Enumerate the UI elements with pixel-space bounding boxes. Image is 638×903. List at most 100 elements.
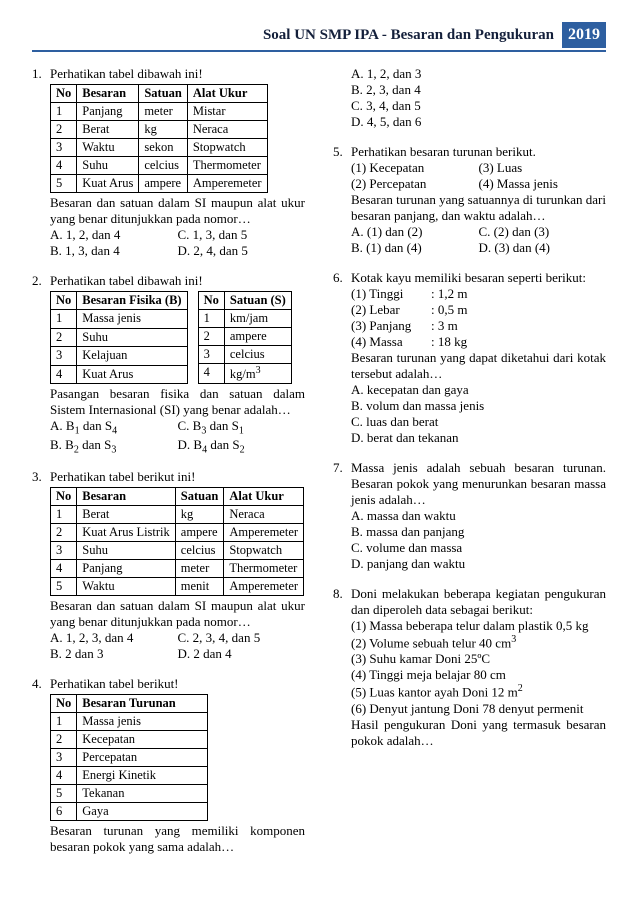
q3-c: meter	[175, 560, 224, 578]
q1-c: Neraca	[187, 121, 267, 139]
question-4: 4. Perhatikan tabel berikut! NoBesaran T…	[32, 676, 305, 855]
q1-c: ampere	[139, 175, 188, 193]
q2-opt-c: C. B3 dan S1	[178, 418, 306, 437]
q1-opt-a: A. 1, 2, dan 4	[50, 227, 178, 243]
q8-item5: (5) Luas kantor ayah Doni 12 m2	[351, 683, 606, 700]
q6-v3: : 3 m	[431, 318, 458, 334]
question-3: 3. Perhatikan tabel berikut ini! No Besa…	[32, 469, 305, 662]
q3-c: Kuat Arus Listrik	[77, 524, 176, 542]
q6-k4: (4) Massa	[351, 334, 431, 350]
q1-c: celcius	[139, 157, 188, 175]
q3-c: 4	[51, 560, 77, 578]
t: (5) Luas kantor ayah Doni 12 m	[351, 685, 518, 700]
q8-after: Hasil pengukuran Doni yang termasuk besa…	[351, 717, 606, 749]
q6-prompt: Kotak kayu memiliki besaran seperti beri…	[351, 270, 606, 286]
question-8: 8. Doni melakukan beberapa kegiatan peng…	[333, 586, 606, 749]
q2l-c: Kuat Arus	[77, 365, 187, 383]
q4-prompt: Perhatikan tabel berikut!	[50, 676, 305, 692]
t: 2	[240, 444, 245, 455]
q3-c: menit	[175, 578, 224, 596]
q3-c: 2	[51, 524, 77, 542]
q7-opt-b: B. massa dan panjang	[351, 524, 606, 540]
q8-item4: (4) Tinggi meja belajar 80 cm	[351, 667, 606, 683]
q1-c: kg	[139, 121, 188, 139]
q5-opts: A. (1) dan (2) B. (1) dan (4) C. (2) dan…	[351, 224, 606, 256]
q1-table: No Besaran Satuan Alat Ukur 1Panjangmete…	[50, 84, 268, 193]
left-column: 1. Perhatikan tabel dibawah ini! No Besa…	[32, 66, 305, 869]
q5-opt-a: A. (1) dan (2)	[351, 224, 479, 240]
q3-c: ampere	[175, 524, 224, 542]
q1-c: 1	[51, 103, 77, 121]
question-4-opts: A. 1, 2, dan 3 B. 2, 3, dan 4 C. 3, 4, d…	[333, 66, 606, 130]
question-1: 1. Perhatikan tabel dibawah ini! No Besa…	[32, 66, 305, 259]
q1-c: 2	[51, 121, 77, 139]
q6-opt-b: B. volum dan massa jenis	[351, 398, 606, 414]
q3-opt-b: B. 2 dan 3	[50, 646, 178, 662]
q2r-c: 4	[198, 364, 224, 384]
q7-num: 7.	[333, 460, 351, 476]
q1-prompt: Perhatikan tabel dibawah ini!	[50, 66, 305, 82]
t: 3	[511, 634, 516, 645]
q8-item1: (1) Massa beberapa telur dalam plastik 0…	[351, 618, 606, 634]
q6-after: Besaran turunan yang dapat diketahui dar…	[351, 350, 606, 382]
q1-c: meter	[139, 103, 188, 121]
q6-v1: : 1,2 m	[431, 286, 467, 302]
q6-v2: : 0,5 m	[431, 302, 467, 318]
t: 3	[111, 444, 116, 455]
q3-opt-a: A. 1, 2, 3, dan 4	[50, 630, 178, 646]
t: dan S	[80, 418, 113, 433]
q5-item4: (4) Massa jenis	[479, 176, 607, 192]
question-2: 2. Perhatikan tabel dibawah ini! NoBesar…	[32, 273, 305, 455]
q3-c: Stopwatch	[224, 542, 304, 560]
q4-c: 3	[51, 749, 77, 767]
q1-c: Panjang	[77, 103, 139, 121]
q1-c: 5	[51, 175, 77, 193]
q3-c: Neraca	[224, 506, 304, 524]
q3-c: celcius	[175, 542, 224, 560]
q1-opt-b: B. 1, 3, dan 4	[50, 243, 178, 259]
q4-opt-b: B. 2, 3, dan 4	[351, 82, 606, 98]
q5-opt-c: C. (2) dan (3)	[479, 224, 607, 240]
q3-after: Besaran dan satuan dalam SI maupun alat …	[50, 598, 305, 630]
q2-opt-d: D. B4 dan S2	[178, 437, 306, 456]
q4-h: No	[51, 695, 77, 713]
q5-after: Besaran turunan yang satuannya di turunk…	[351, 192, 606, 224]
q3-c: 3	[51, 542, 77, 560]
q5-item2: (2) Percepatan	[351, 176, 479, 192]
q3-h: Alat Ukur	[224, 488, 304, 506]
t: dan S	[79, 437, 112, 452]
q3-c: Panjang	[77, 560, 176, 578]
q2-table-left: NoBesaran Fisika (B) 1Massa jenis 2Suhu …	[50, 291, 188, 384]
q2r-c: 1	[198, 310, 224, 328]
q3-opts: A. 1, 2, 3, dan 4 B. 2 dan 3 C. 2, 3, 4,…	[50, 630, 305, 662]
q5-opt-b: B. (1) dan (4)	[351, 240, 479, 256]
q3-c: Suhu	[77, 542, 176, 560]
t: dan S	[207, 437, 240, 452]
q1-h1: Besaran	[77, 85, 139, 103]
q3-h: Besaran	[77, 488, 176, 506]
q2l-h0: No	[51, 292, 77, 310]
q6-k3: (3) Panjang	[351, 318, 431, 334]
q4-c: 2	[51, 731, 77, 749]
t: 4	[112, 426, 117, 437]
q4-num: 4.	[32, 676, 50, 692]
q2l-h1: Besaran Fisika (B)	[77, 292, 187, 310]
header-title: Soal UN SMP IPA - Besaran dan Pengukuran	[263, 27, 554, 44]
q6-k1: (1) Tinggi	[351, 286, 431, 302]
q2-num: 2.	[32, 273, 50, 289]
q2-prompt: Perhatikan tabel dibawah ini!	[50, 273, 305, 289]
t: 1	[239, 426, 244, 437]
q3-table: No Besaran Satuan Alat Ukur 1BeratkgNera…	[50, 487, 304, 596]
q1-c: Thermometer	[187, 157, 267, 175]
q5-item3: (3) Luas	[479, 160, 607, 176]
q4-h: Besaran Turunan	[77, 695, 208, 713]
t: A. B	[50, 418, 75, 433]
q2l-c: Kelajuan	[77, 347, 187, 365]
q1-c: Waktu	[77, 139, 139, 157]
q3-opt-d: D. 2 dan 4	[178, 646, 306, 662]
q3-c: Amperemeter	[224, 578, 304, 596]
q2l-c: Suhu	[77, 328, 187, 346]
right-column: A. 1, 2, dan 3 B. 2, 3, dan 4 C. 3, 4, d…	[333, 66, 606, 869]
q2r-h1: Satuan (S)	[224, 292, 291, 310]
q1-h3: Alat Ukur	[187, 85, 267, 103]
